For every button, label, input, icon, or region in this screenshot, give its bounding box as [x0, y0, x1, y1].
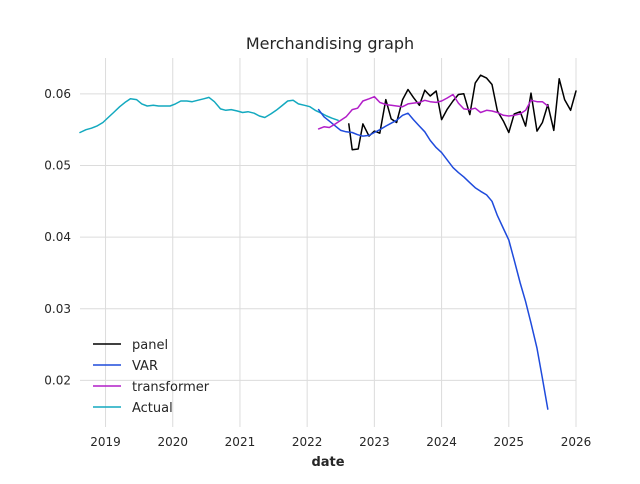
y-tick-label: 0.05 [44, 158, 71, 172]
y-tick-label: 0.03 [44, 302, 71, 316]
y-tick-label: 0.04 [44, 230, 71, 244]
x-tick-label: 2024 [426, 435, 457, 449]
y-axis-ticks: 0.02 0.03 0.04 0.05 0.06 [44, 87, 71, 388]
x-tick-label: 2023 [359, 435, 390, 449]
series-line-var [317, 108, 549, 410]
legend-label: panel [132, 338, 168, 353]
x-tick-label: 2019 [90, 435, 121, 449]
x-axis-label: date [311, 455, 344, 470]
legend-label: VAR [132, 359, 158, 374]
legend-label: Actual [132, 401, 173, 416]
x-tick-label: 2020 [157, 435, 188, 449]
series-line-actual [79, 96, 339, 134]
series-line-panel [348, 74, 577, 151]
y-tick-label: 0.02 [44, 373, 71, 387]
series-lines [79, 74, 577, 410]
x-tick-label: 2021 [225, 435, 256, 449]
x-axis-ticks: 2019 2020 2021 2022 2023 2024 2025 2026 [90, 435, 591, 449]
series-line-transformer [317, 93, 549, 130]
legend-label: transformer [132, 380, 210, 395]
chart-title: Merchandising graph [246, 34, 414, 53]
x-tick-label: 2026 [561, 435, 592, 449]
y-tick-label: 0.06 [44, 87, 71, 101]
x-tick-label: 2025 [494, 435, 525, 449]
legend: panel VAR transformer Actual [93, 338, 210, 416]
x-tick-label: 2022 [292, 435, 323, 449]
